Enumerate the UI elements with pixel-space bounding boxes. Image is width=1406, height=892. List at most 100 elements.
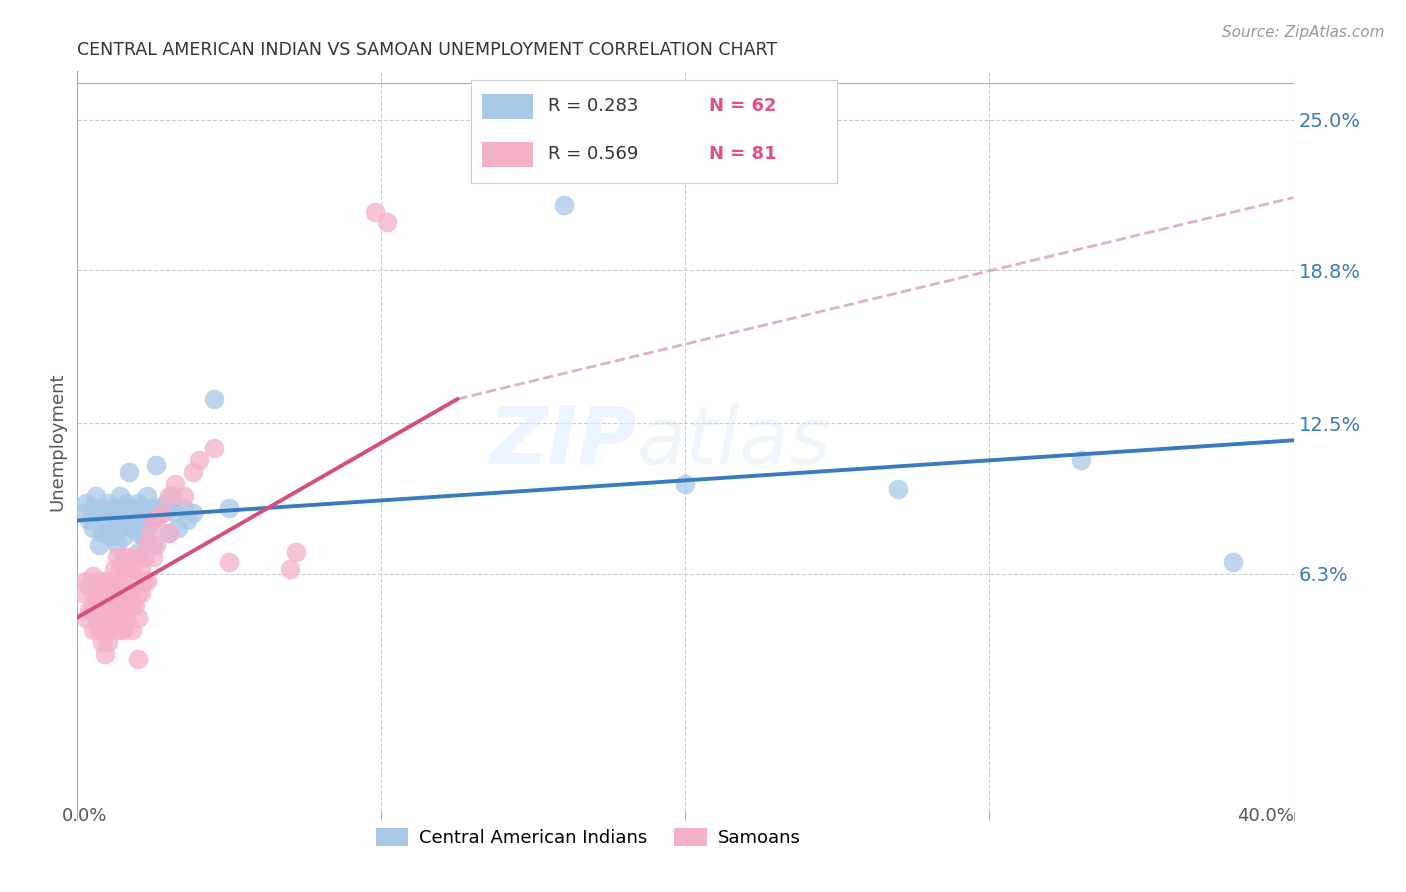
Point — [79, 579, 101, 593]
Point — [129, 513, 152, 527]
Point — [127, 586, 149, 600]
Point — [377, 215, 399, 229]
Point — [145, 458, 167, 472]
Point — [129, 562, 152, 576]
Point — [82, 623, 104, 637]
Point — [218, 501, 240, 516]
Point — [108, 610, 131, 624]
Point — [72, 506, 94, 520]
Point — [103, 513, 125, 527]
Point — [87, 538, 110, 552]
Point — [82, 599, 104, 613]
Point — [97, 525, 120, 540]
Point — [115, 562, 138, 576]
Point — [129, 501, 152, 516]
Point — [111, 501, 134, 516]
Point — [84, 610, 107, 624]
Point — [90, 610, 112, 624]
Point — [181, 465, 204, 479]
Point — [136, 489, 159, 503]
Point — [111, 623, 134, 637]
Point — [163, 477, 186, 491]
Point — [115, 496, 138, 510]
Point — [160, 489, 183, 503]
Point — [121, 623, 143, 637]
Point — [173, 489, 195, 503]
Point — [134, 549, 156, 564]
Point — [148, 501, 170, 516]
Point — [129, 586, 152, 600]
Point — [103, 562, 125, 576]
Point — [142, 538, 165, 552]
Point — [157, 489, 180, 503]
Point — [87, 623, 110, 637]
Point — [75, 574, 97, 588]
Point — [118, 549, 141, 564]
Point — [115, 513, 138, 527]
Point — [87, 599, 110, 613]
Text: ZIP: ZIP — [489, 402, 637, 481]
Point — [118, 465, 141, 479]
Point — [127, 652, 149, 666]
Point — [127, 496, 149, 510]
Point — [100, 506, 122, 520]
Point — [100, 574, 122, 588]
Point — [105, 549, 128, 564]
Point — [105, 623, 128, 637]
Point — [188, 452, 211, 467]
Point — [142, 513, 165, 527]
Point — [202, 441, 225, 455]
Point — [75, 496, 97, 510]
Point — [127, 525, 149, 540]
Point — [87, 574, 110, 588]
Point — [145, 513, 167, 527]
Point — [285, 545, 308, 559]
Point — [553, 198, 575, 212]
Point — [134, 506, 156, 520]
Point — [103, 610, 125, 624]
Point — [152, 506, 174, 520]
Point — [139, 525, 162, 540]
Point — [134, 574, 156, 588]
Point — [79, 603, 101, 617]
Point — [111, 574, 134, 588]
Point — [93, 623, 115, 637]
Point — [105, 506, 128, 520]
Point — [111, 599, 134, 613]
Point — [75, 610, 97, 624]
Point — [136, 538, 159, 552]
Point — [84, 586, 107, 600]
Point — [136, 521, 159, 535]
Point — [142, 549, 165, 564]
Text: N = 62: N = 62 — [709, 97, 776, 115]
Point — [118, 506, 141, 520]
Point — [134, 530, 156, 544]
Point — [90, 635, 112, 649]
Point — [93, 513, 115, 527]
Point — [93, 599, 115, 613]
Point — [105, 538, 128, 552]
Point — [124, 574, 146, 588]
Point — [87, 506, 110, 520]
Point — [136, 574, 159, 588]
Text: R = 0.283: R = 0.283 — [548, 97, 638, 115]
Point — [108, 521, 131, 535]
Point — [157, 501, 180, 516]
Point — [111, 549, 134, 564]
Point — [157, 525, 180, 540]
Point — [100, 599, 122, 613]
Point — [118, 586, 141, 600]
Point — [105, 599, 128, 613]
Point — [202, 392, 225, 406]
Point — [127, 549, 149, 564]
Point — [157, 525, 180, 540]
FancyBboxPatch shape — [482, 142, 533, 168]
Point — [111, 555, 134, 569]
Point — [163, 506, 186, 520]
Point — [121, 501, 143, 516]
Point — [181, 506, 204, 520]
Point — [1070, 452, 1092, 467]
Point — [121, 562, 143, 576]
Point — [103, 501, 125, 516]
Point — [364, 205, 387, 219]
